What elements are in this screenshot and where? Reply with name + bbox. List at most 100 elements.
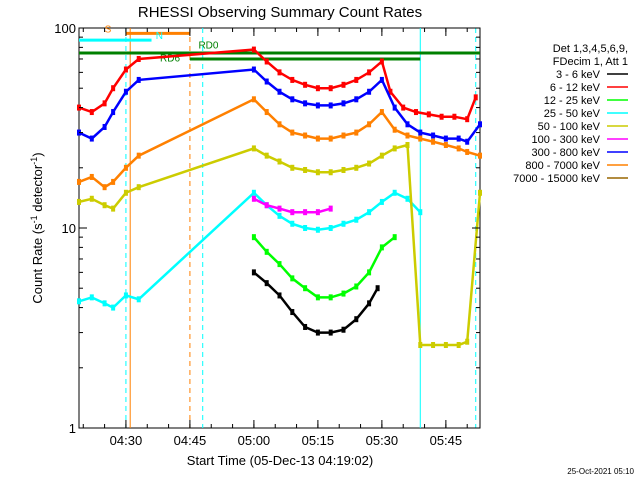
- data-point: [367, 269, 372, 276]
- data-point: [123, 189, 128, 196]
- chart-title: RHESSI Observing Summary Count Rates: [138, 4, 422, 21]
- data-point: [354, 76, 359, 83]
- data-point: [315, 169, 320, 176]
- data-point: [443, 142, 448, 149]
- data-point: [251, 145, 256, 152]
- data-point: [303, 225, 308, 231]
- data-point: [251, 66, 256, 73]
- data-point: [375, 285, 380, 292]
- data-point: [354, 283, 359, 290]
- data-point: [89, 195, 94, 202]
- data-point: [439, 113, 444, 120]
- data-point: [303, 100, 308, 107]
- data-point: [443, 135, 448, 142]
- data-point: [341, 100, 346, 107]
- y-axis-label: Count Rate (s-1 detector-1): [29, 152, 45, 303]
- data-point: [111, 109, 116, 116]
- data-point: [405, 142, 410, 149]
- series-line: [253, 271, 379, 334]
- data-point: [354, 96, 359, 103]
- data-point: [264, 202, 269, 209]
- data-point: [123, 66, 128, 73]
- data-point: [392, 189, 397, 196]
- data-point: [136, 296, 141, 303]
- data-point: [136, 152, 141, 159]
- x-axis-label: Start Time (05-Dec-13 04:19:02): [187, 453, 373, 468]
- data-point: [136, 184, 141, 191]
- data-point: [111, 304, 116, 311]
- data-point: [478, 189, 482, 196]
- data-point: [354, 164, 359, 171]
- data-point: [367, 69, 372, 76]
- data-point: [456, 145, 461, 152]
- data-point: [277, 69, 282, 76]
- data-point: [277, 205, 282, 212]
- data-point: [341, 81, 346, 88]
- data-point: [251, 189, 256, 196]
- data-point: [328, 329, 333, 336]
- data-point: [251, 269, 256, 276]
- data-point: [102, 300, 107, 307]
- data-point: [89, 294, 94, 301]
- data-point: [465, 148, 470, 155]
- data-point: [290, 220, 295, 227]
- data-point: [277, 212, 282, 219]
- legend: Det 1,3,4,5,6,9, FDecim 1, Att 1 3 - 6 k…: [513, 43, 628, 185]
- data-point: [341, 166, 346, 173]
- data-point: [367, 121, 372, 128]
- data-point: [290, 164, 295, 171]
- data-point: [290, 309, 295, 316]
- data-point: [303, 323, 308, 330]
- legend-entry: 100 - 300 keV: [532, 134, 601, 146]
- data-point: [89, 109, 94, 116]
- legend-entry: 300 - 800 keV: [532, 147, 601, 159]
- data-point: [290, 76, 295, 83]
- data-point: [303, 81, 308, 88]
- data-point: [392, 145, 397, 152]
- annotation-label: S: [105, 24, 112, 35]
- x-tick-label: 05:15: [302, 433, 335, 448]
- data-point: [102, 100, 107, 107]
- data-point: [251, 195, 256, 202]
- data-point: [290, 96, 295, 103]
- data-point: [277, 292, 282, 299]
- data-point: [478, 121, 482, 128]
- data-point: [315, 85, 320, 92]
- data-point: [418, 209, 423, 216]
- annotation-label: RD0: [198, 40, 218, 51]
- data-point: [277, 88, 282, 95]
- legend-entry: 7000 - 15000 keV: [513, 173, 601, 185]
- data-point: [392, 126, 397, 133]
- data-point: [379, 244, 384, 251]
- data-point: [379, 198, 384, 205]
- data-point: [405, 195, 410, 202]
- data-point: [251, 46, 256, 53]
- data-point: [405, 132, 410, 139]
- data-point: [465, 138, 470, 145]
- data-point: [465, 338, 470, 345]
- data-point: [111, 178, 116, 185]
- data-point: [431, 342, 436, 349]
- data-point: [414, 109, 419, 116]
- data-point: [315, 294, 320, 301]
- legend-entry: 25 - 50 keV: [544, 108, 601, 120]
- data-point: [426, 111, 431, 118]
- data-point: [123, 292, 128, 299]
- data-point: [264, 152, 269, 159]
- legend-entry: 3 - 6 keV: [556, 69, 601, 81]
- data-point: [315, 135, 320, 142]
- data-point: [473, 94, 478, 101]
- x-tick-label: 04:45: [174, 433, 207, 448]
- data-point: [89, 135, 94, 142]
- data-point: [354, 216, 359, 223]
- data-point: [478, 152, 482, 159]
- data-point: [341, 290, 346, 297]
- data-point: [277, 158, 282, 165]
- data-point: [264, 248, 269, 255]
- data-point: [251, 96, 256, 103]
- data-point: [328, 85, 333, 92]
- data-point: [328, 135, 333, 142]
- data-point: [77, 298, 81, 305]
- data-point: [303, 285, 308, 292]
- annotation-label: RD6: [160, 53, 180, 64]
